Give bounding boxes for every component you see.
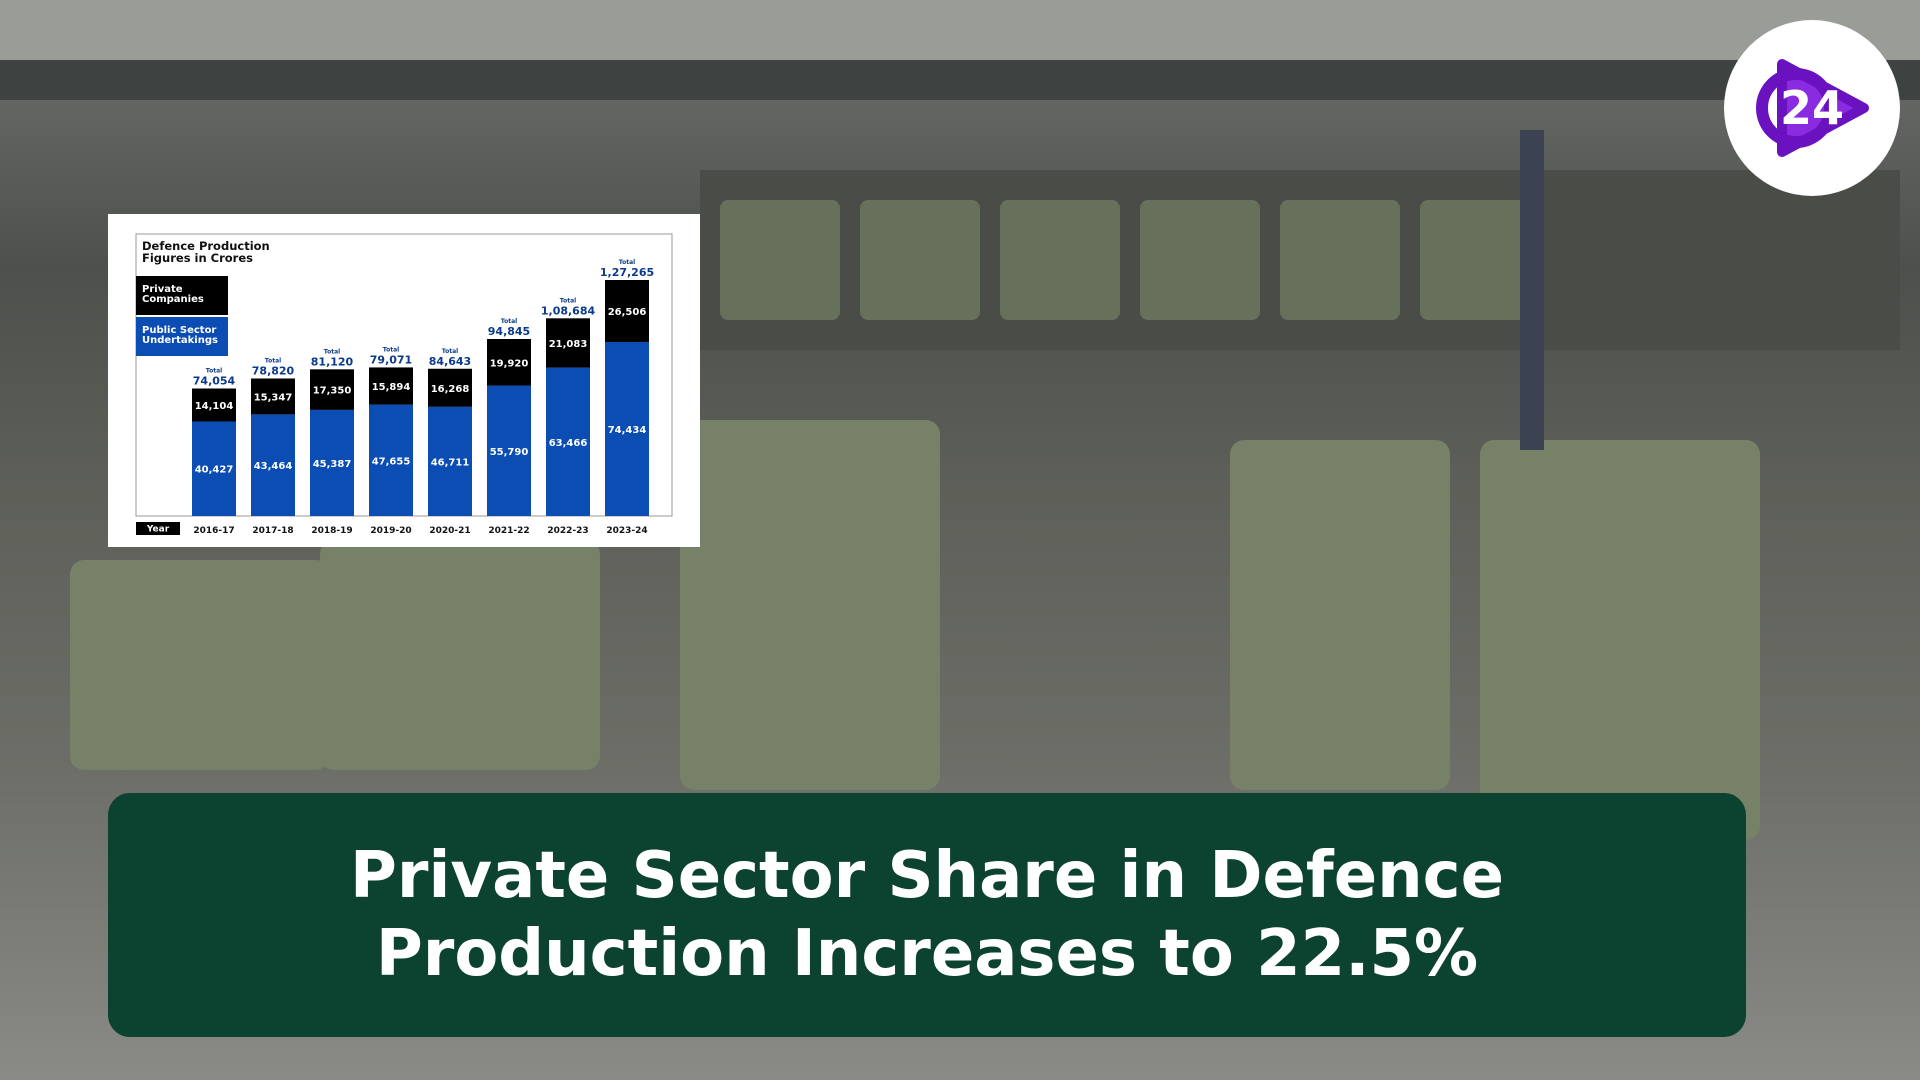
legend-entry: Public Sector Undertakings	[136, 317, 228, 356]
x-tick-label: 2022-23	[547, 526, 588, 536]
x-tick-label: 2016-17	[193, 526, 234, 536]
total-value-label: 1,08,684	[541, 304, 596, 317]
value-label: 74,434	[608, 425, 647, 436]
value-label: 40,427	[195, 465, 234, 476]
headline-box: Private Sector Share in Defence Producti…	[108, 793, 1746, 1037]
total-value-label: 1,27,265	[600, 266, 654, 279]
total-value-label: 94,845	[488, 325, 530, 338]
bar-segment	[310, 409, 354, 516]
bar-segment	[369, 367, 413, 405]
value-label: 45,387	[313, 459, 352, 470]
bar-segment	[192, 388, 236, 422]
chart-title: Defence Production Figures in Crores	[142, 239, 270, 265]
x-tick-label: 2021-22	[488, 526, 529, 536]
x-tick-label: 2017-18	[252, 526, 293, 536]
x-tick-label: 2019-20	[370, 526, 411, 536]
total-label: Total	[324, 348, 340, 355]
bar-segment	[251, 378, 295, 415]
x-tick-label: 2020-21	[429, 526, 470, 536]
bar-segment	[487, 338, 531, 386]
logo-text: 24	[1779, 81, 1844, 135]
x-tick-label: 2023-24	[606, 526, 647, 536]
value-label: 47,655	[372, 456, 411, 467]
bar-segment	[192, 421, 236, 516]
bar-segment	[605, 341, 649, 516]
value-label: 15,894	[372, 382, 411, 393]
total-label: Total	[619, 259, 635, 266]
bar-segment	[546, 367, 590, 516]
bar-segment	[428, 406, 472, 516]
x-tick-label: 2018-19	[311, 526, 352, 536]
bar-segment	[369, 404, 413, 516]
total-value-label: 84,643	[429, 355, 471, 368]
total-label: Total	[265, 357, 281, 364]
bar-segment	[487, 385, 531, 516]
total-value-label: 78,820	[252, 364, 295, 377]
total-value-label: 81,120	[311, 355, 354, 368]
total-label: Total	[560, 297, 576, 304]
value-label: 55,790	[490, 447, 529, 458]
value-label: 14,104	[195, 401, 234, 412]
value-label: 17,350	[313, 386, 352, 397]
headline: Private Sector Share in Defence Producti…	[350, 839, 1504, 991]
x-label-box	[136, 522, 180, 535]
value-label: 63,466	[549, 438, 588, 449]
bar-segment	[605, 280, 649, 342]
bar-segment	[546, 318, 590, 368]
total-label: Total	[206, 368, 222, 375]
logo-icon	[1756, 59, 1869, 157]
total-label: Total	[383, 346, 399, 353]
total-value-label: 79,071	[370, 353, 412, 366]
value-label: 19,920	[490, 358, 529, 369]
value-label: 43,464	[254, 461, 293, 472]
value-label: 46,711	[431, 457, 470, 468]
total-value-label: 74,054	[193, 375, 236, 388]
legend-entry: Private Companies	[136, 276, 228, 315]
bar-segment	[310, 369, 354, 410]
total-label: Total	[501, 318, 517, 325]
value-label: 26,506	[608, 307, 647, 318]
logo: 24	[1724, 20, 1900, 196]
bar-segment	[428, 368, 472, 407]
total-label: Total	[442, 348, 458, 355]
bar-segment	[251, 414, 295, 516]
x-axis-label: Year	[146, 525, 170, 535]
value-label: 15,347	[254, 392, 293, 403]
value-label: 16,268	[431, 384, 470, 395]
value-label: 21,083	[549, 339, 588, 350]
